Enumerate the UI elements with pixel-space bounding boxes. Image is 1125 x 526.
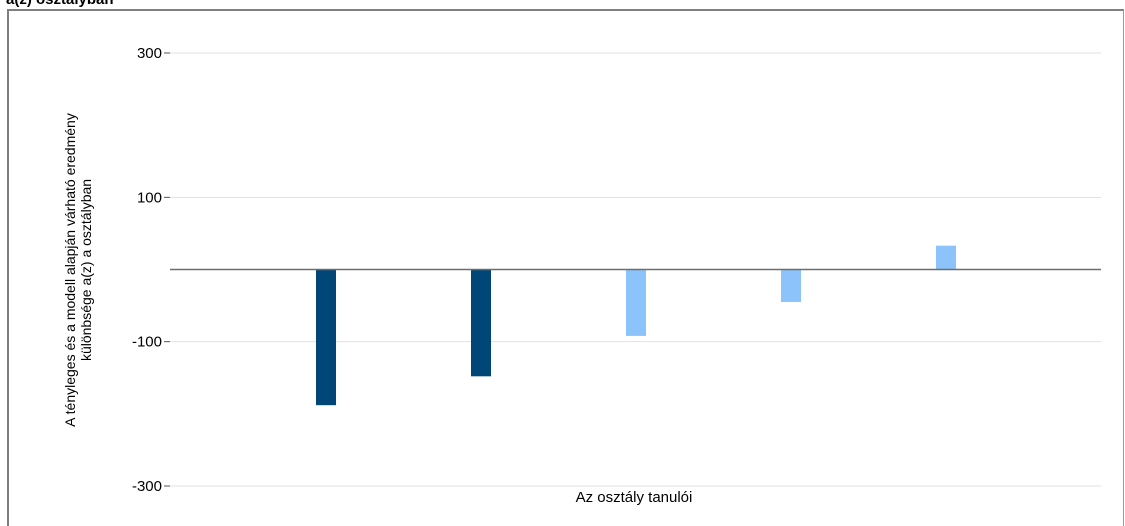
page-title: a(z) osztályban — [6, 0, 114, 8]
bar-2 — [471, 269, 491, 377]
y-axis-label-line-1: A tényleges és a modell alapján várható … — [62, 113, 78, 427]
y-axis-label-line-2: különbsége a(z) a osztályban — [78, 179, 94, 361]
y-tick-label: -100 — [132, 334, 162, 351]
y-tick-label: 300 — [137, 45, 162, 62]
chart-frame — [7, 9, 1124, 526]
bars — [316, 245, 956, 406]
bar-1 — [316, 269, 336, 406]
y-axis-ticks: 300 100 -100 -300 — [132, 45, 170, 495]
x-axis-label: Az osztály tanulói — [576, 489, 693, 506]
y-tick-label: 100 — [137, 189, 162, 206]
bar-4 — [781, 269, 801, 302]
bar-5 — [936, 245, 956, 270]
bar-3 — [626, 269, 646, 336]
y-tick-label: -300 — [132, 478, 162, 495]
